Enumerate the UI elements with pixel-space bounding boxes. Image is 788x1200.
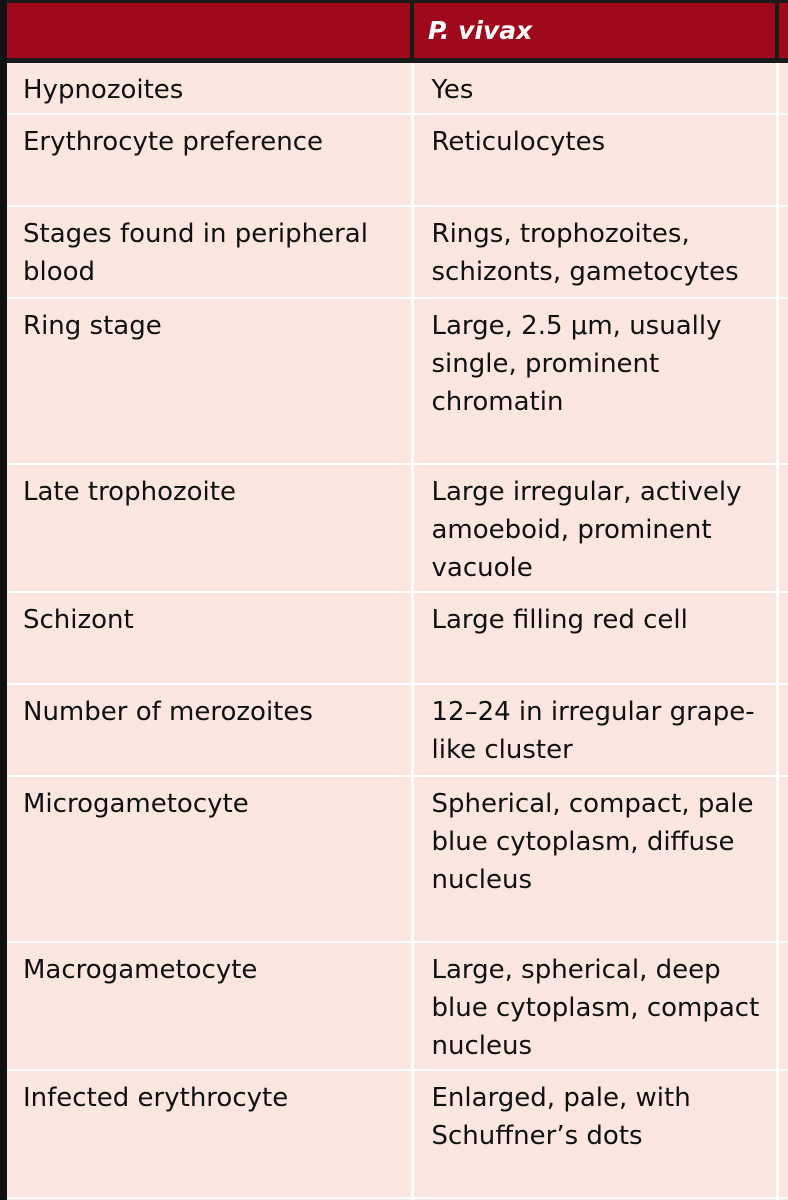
row-value-cell: Large filling red cell	[412, 591, 779, 685]
comparison-table: P. vivax Hypnozoites Yes Erythrocyte pre…	[7, 0, 788, 1200]
table-row: Infected erythrocyte Enlarged, pale, wit…	[7, 1069, 788, 1199]
row-value-cell: Large irregular, actively amoeboid, prom…	[412, 463, 779, 593]
row-cutoff-cell	[777, 113, 788, 207]
table-row: Ring stage Large, 2.5 μm, usually single…	[7, 297, 788, 465]
row-value-cell: Yes	[412, 60, 779, 115]
row-cutoff-cell	[777, 1069, 788, 1199]
table-row-partial	[7, 1197, 788, 1200]
table-row: Number of merozoites 12–24 in irregular …	[7, 683, 788, 777]
row-value-cell: Large, 2.5 μm, usually single, prominent…	[412, 297, 779, 465]
row-cutoff-cell	[777, 591, 788, 685]
row-feature-cell: Late trophozoite	[7, 463, 414, 593]
row-feature-cell: Schizont	[7, 591, 414, 685]
table-row: Late trophozoite Large irregular, active…	[7, 463, 788, 593]
header-next-species-cell	[777, 0, 788, 63]
row-feature-cell: Hypnozoites	[7, 60, 414, 115]
row-feature-cell: Infected erythrocyte	[7, 1069, 414, 1199]
table-header-row: P. vivax	[7, 0, 788, 63]
header-p-vivax-cell: P. vivax	[410, 0, 779, 63]
table-row: Microgametocyte Spherical, compact, pale…	[7, 775, 788, 943]
header-feature-cell	[7, 0, 412, 63]
row-cutoff-cell	[777, 60, 788, 115]
table-row: Erythrocyte preference Reticulocytes	[7, 113, 788, 207]
row-value-cell	[412, 1197, 779, 1200]
row-cutoff-cell	[777, 775, 788, 943]
row-feature-cell: Microgametocyte	[7, 775, 414, 943]
table-row: Macrogametocyte Large, spherical, deep b…	[7, 941, 788, 1071]
row-cutoff-cell	[777, 463, 788, 593]
row-feature-cell: Number of merozoites	[7, 683, 414, 777]
table-row: Stages found in peripheral blood Rings, …	[7, 205, 788, 299]
row-value-cell: Enlarged, pale, with Schuffner’s dots	[412, 1069, 779, 1199]
row-value-cell: 12–24 in irregular grape-like cluster	[412, 683, 779, 777]
row-feature-cell: Stages found in peripheral blood	[7, 205, 414, 299]
row-cutoff-cell	[777, 1197, 788, 1200]
table-row: Schizont Large filling red cell	[7, 591, 788, 685]
row-feature-cell: Ring stage	[7, 297, 414, 465]
row-cutoff-cell	[777, 941, 788, 1071]
row-cutoff-cell	[777, 683, 788, 777]
row-feature-cell: Erythrocyte preference	[7, 113, 414, 207]
table-row: Hypnozoites Yes	[7, 60, 788, 115]
row-value-cell: Large, spherical, deep blue cytoplasm, c…	[412, 941, 779, 1071]
row-value-cell: Spherical, compact, pale blue cytoplasm,…	[412, 775, 779, 943]
row-value-cell: Rings, trophozoites, schizonts, gametocy…	[412, 205, 779, 299]
row-feature-cell	[7, 1197, 414, 1200]
row-value-cell: Reticulocytes	[412, 113, 779, 207]
row-cutoff-cell	[777, 205, 788, 299]
row-cutoff-cell	[777, 297, 788, 465]
row-feature-cell: Macrogametocyte	[7, 941, 414, 1071]
